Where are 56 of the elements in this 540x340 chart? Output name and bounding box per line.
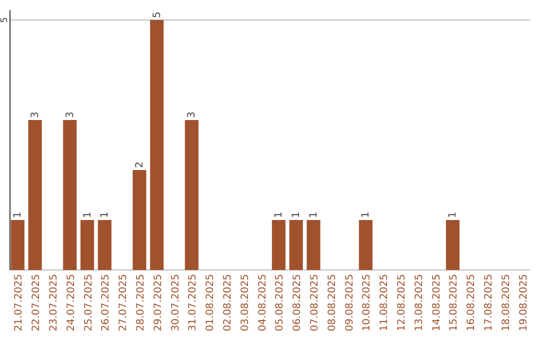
data-label: 1 [308,212,320,218]
x-tick-label: 26.07.2025 [100,274,112,332]
bar [358,220,373,270]
x-tick-label: 01.08.2025 [205,274,216,332]
bar [28,120,42,270]
data-label: 3 [186,112,198,118]
data-label: 1 [360,212,372,218]
x-tick-label: 13.08.2025 [414,274,425,332]
bar [132,170,146,270]
x-tick-label: 22.07.2025 [31,274,42,332]
x-tick-label: 27.07.2025 [118,274,130,332]
data-label: 2 [134,162,146,168]
x-tick-label: 14.08.2025 [431,274,442,332]
x-tick-label: 15.08.2025 [448,274,460,332]
data-label: 1 [448,212,459,218]
bar [306,220,320,270]
x-tick-label: 16.08.2025 [466,274,478,332]
data-label: 1 [12,212,24,218]
data-label: 1 [100,212,111,218]
bar [10,220,24,270]
x-tick-label: 29.07.2025 [152,274,164,332]
x-tick-label: 09.08.2025 [344,274,356,332]
x-tick-label: 04.08.2025 [257,274,268,332]
bar [289,220,303,270]
x-tick-label: 08.08.2025 [326,274,338,332]
x-tick-label: 10.08.2025 [362,274,373,332]
x-tick-label: 05.08.2025 [274,274,286,332]
x-tick-label: 30.07.2025 [170,274,182,332]
x-tick-label: 17.08.2025 [484,274,495,332]
data-label: 1 [291,212,302,218]
x-tick-label: 21.07.2025 [14,274,25,332]
x-tick-label: 24.07.2025 [66,274,77,332]
x-tick-label: 31.07.2025 [188,274,199,332]
x-tick-label: 06.08.2025 [292,274,304,332]
data-label: 3 [64,112,76,118]
x-tick-label: 11.08.2025 [379,274,390,332]
bar [80,220,94,270]
x-tick-label: 02.08.2025 [222,274,234,332]
bar [98,220,112,270]
x-tick-label: 03.08.2025 [240,274,251,332]
x-tick-label: 28.07.2025 [135,274,146,332]
bar [446,220,460,270]
bar [150,20,164,270]
x-tick-label: 19.08.2025 [518,274,530,332]
x-tick-label: 12.08.2025 [396,274,408,332]
x-tick-label: 18.08.2025 [500,274,512,332]
x-tick-label: 23.07.2025 [48,274,60,332]
data-label: 1 [274,212,285,218]
data-label: 1 [82,212,94,218]
x-tick-label: 07.08.2025 [310,274,321,332]
x-tick-label: 25.07.2025 [83,274,94,332]
bar [63,120,77,270]
bar [184,120,198,270]
data-label: 3 [30,112,42,118]
bar [272,220,286,270]
data-label: 5 [152,12,163,18]
